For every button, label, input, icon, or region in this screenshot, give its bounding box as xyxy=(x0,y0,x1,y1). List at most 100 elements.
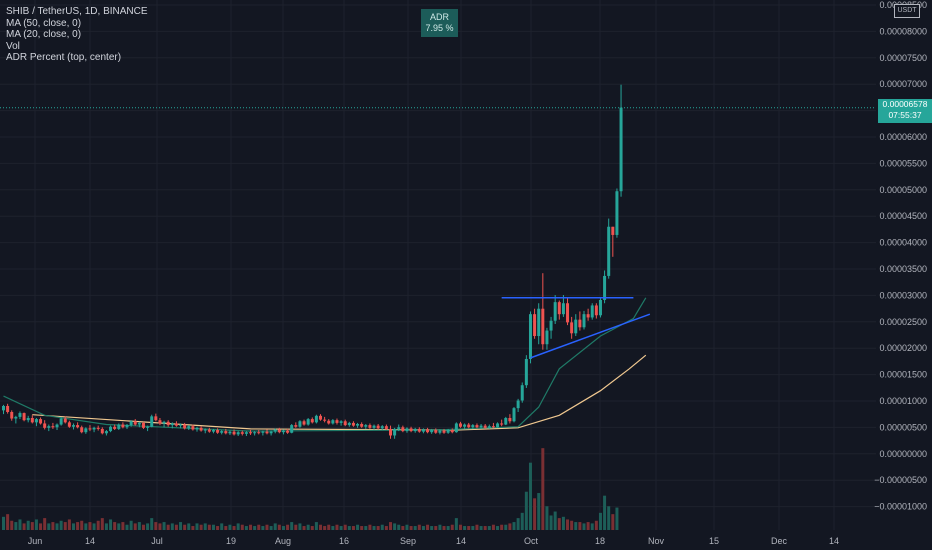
volume-bar xyxy=(586,522,590,530)
candle-body xyxy=(306,419,310,425)
candle-body xyxy=(430,430,434,433)
chart-legend: SHIB / TetherUS, 1D, BINANCE MA (50, clo… xyxy=(6,6,148,64)
price-tick-label: 0.00001000 xyxy=(879,396,927,406)
volume-bar xyxy=(195,523,199,530)
volume-bar xyxy=(80,520,84,530)
time-tick-label: Dec xyxy=(771,536,788,546)
candle-body xyxy=(508,417,512,422)
volume-bar xyxy=(360,526,364,530)
candle-body xyxy=(314,415,318,423)
volume-bar xyxy=(401,526,405,530)
volume-bar xyxy=(603,495,607,530)
volume-bar xyxy=(277,524,281,530)
trendlines[interactable] xyxy=(501,297,651,359)
candle-body xyxy=(516,400,520,409)
candlesticks[interactable] xyxy=(2,84,623,439)
time-tick-label: 16 xyxy=(339,536,349,546)
candle-body xyxy=(59,418,63,425)
candle-body xyxy=(199,427,203,431)
volume-bar xyxy=(487,526,491,530)
candle-body xyxy=(327,420,331,424)
candle-body xyxy=(347,422,351,426)
symbol-title[interactable]: SHIB / TetherUS, 1D, BINANCE xyxy=(6,6,148,17)
indicator-ma20[interactable]: MA (20, close, 0) xyxy=(6,29,82,40)
volume-bar xyxy=(582,523,586,530)
candle-body xyxy=(512,408,516,422)
candle-body xyxy=(479,425,483,428)
candle-body xyxy=(549,320,553,331)
volume-bar xyxy=(446,526,450,530)
volume-bar xyxy=(384,526,388,530)
candle-body xyxy=(545,330,549,345)
volume-bar xyxy=(146,523,150,530)
candle-body xyxy=(257,432,261,434)
bar-countdown: 07:55:37 xyxy=(888,110,922,120)
candle-body xyxy=(426,429,430,433)
currency-label[interactable]: USDT xyxy=(894,4,920,18)
price-axis[interactable]: 0.000085000.000080000.000075000.00007000… xyxy=(874,0,927,512)
candle-body xyxy=(611,226,615,235)
volume-bar xyxy=(88,522,92,530)
volume-bar xyxy=(34,519,38,530)
volume-bar xyxy=(578,522,582,530)
indicator-volume[interactable]: Vol xyxy=(6,40,20,52)
volume-bar xyxy=(286,524,290,530)
candle-body xyxy=(191,426,195,430)
time-tick-label: 18 xyxy=(595,536,605,546)
candle-body xyxy=(372,425,376,428)
candle-body xyxy=(553,302,557,321)
support-trendline xyxy=(530,313,651,359)
price-tick-label: 0.00003000 xyxy=(879,290,927,300)
candle-body xyxy=(277,429,281,433)
volume-bar xyxy=(590,523,594,530)
time-tick-label: 19 xyxy=(226,536,236,546)
grid xyxy=(0,0,876,530)
indicator-adr[interactable]: ADR Percent (top, center) xyxy=(6,52,122,63)
volume-bar xyxy=(125,524,129,530)
volume-bar xyxy=(594,520,598,530)
volume-bar xyxy=(471,526,475,530)
volume-bar xyxy=(104,523,108,530)
volume-bar xyxy=(59,520,63,530)
volume-bar xyxy=(154,522,158,530)
candle-body xyxy=(67,422,71,427)
candle-body xyxy=(253,432,257,434)
volume-bar xyxy=(129,520,133,530)
candle-body xyxy=(88,428,92,430)
candle-body xyxy=(137,422,141,425)
volume-bar xyxy=(174,524,178,530)
volume-bar xyxy=(483,526,487,530)
candle-body xyxy=(92,427,96,430)
indicator-ma50[interactable]: MA (50, close, 0) xyxy=(6,17,82,29)
candle-body xyxy=(113,426,117,429)
candle-body xyxy=(302,421,306,425)
volume-bar xyxy=(607,506,611,530)
candle-body xyxy=(76,425,80,428)
price-tick-label: −0.00000500 xyxy=(874,475,927,485)
candle-body xyxy=(43,423,47,428)
volume-bar xyxy=(615,507,619,530)
volume-bar xyxy=(570,520,574,530)
time-tick-label: Oct xyxy=(524,536,539,546)
volume-bar xyxy=(479,526,483,530)
volume-bar xyxy=(508,523,512,530)
candle-body xyxy=(594,305,598,316)
candle-body xyxy=(574,319,578,334)
volume-bar xyxy=(170,523,174,530)
candle-body xyxy=(125,425,129,428)
candle-body xyxy=(269,431,273,434)
volume-bar xyxy=(179,522,183,530)
candle-body xyxy=(331,420,335,424)
time-axis[interactable]: Jun 14 Jul 19 Aug 16 Sep 14 Oct 18 Nov 15 Dec 14 xyxy=(28,536,839,546)
volume-bar xyxy=(76,522,80,530)
candle-body xyxy=(240,432,244,434)
volume-bar xyxy=(323,526,327,530)
volume-bar xyxy=(524,491,528,530)
candle-body xyxy=(368,425,372,428)
volume-bar xyxy=(6,514,10,530)
candle-body xyxy=(475,425,479,428)
volume-bar xyxy=(458,524,462,530)
candle-body xyxy=(84,428,88,433)
volume-bar xyxy=(331,526,335,530)
